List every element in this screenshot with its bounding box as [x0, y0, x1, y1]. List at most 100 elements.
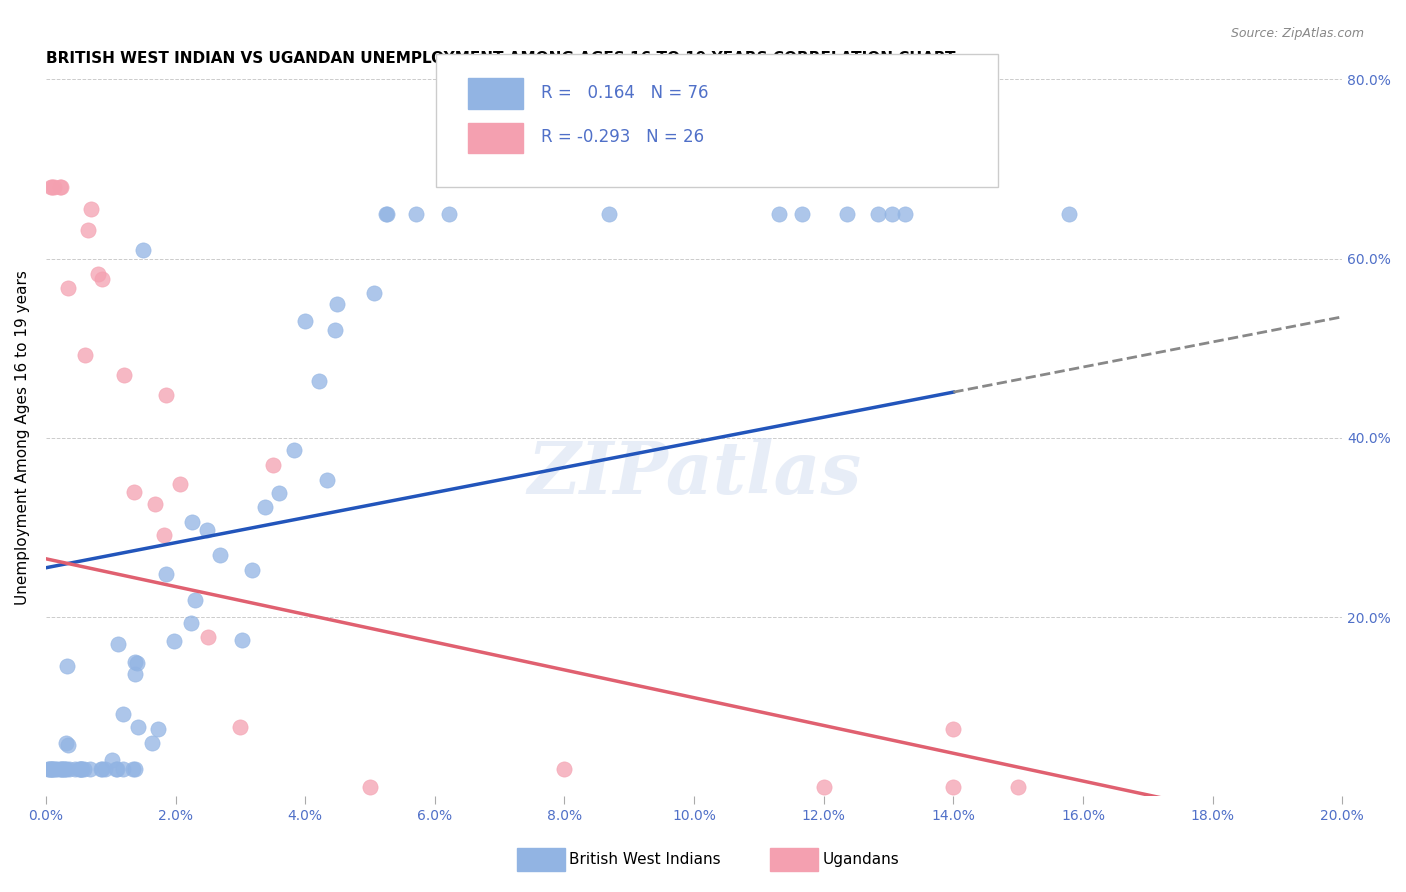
British West Indians	[63, 763, 86, 777]
British West Indians	[405, 207, 427, 221]
Ugandans	[197, 630, 219, 644]
British West Indians	[208, 548, 231, 562]
British West Indians	[835, 207, 858, 221]
Ugandans	[942, 722, 965, 736]
British West Indians	[598, 207, 620, 221]
British West Indians	[56, 659, 79, 673]
Text: British West Indians: British West Indians	[569, 853, 721, 867]
Ugandans	[56, 281, 79, 295]
British West Indians	[69, 763, 91, 777]
British West Indians	[308, 374, 330, 388]
British West Indians	[141, 736, 163, 750]
British West Indians	[67, 763, 90, 777]
Text: R = -0.293   N = 26: R = -0.293 N = 26	[541, 128, 704, 146]
British West Indians	[375, 207, 398, 221]
British West Indians	[180, 615, 202, 630]
Ugandans	[80, 202, 103, 217]
British West Indians	[124, 763, 146, 777]
British West Indians	[125, 656, 148, 670]
British West Indians	[323, 323, 346, 337]
Ugandans	[77, 223, 100, 237]
British West Indians	[163, 634, 186, 648]
British West Indians	[58, 763, 80, 777]
British West Indians	[146, 722, 169, 736]
Ugandans	[42, 180, 65, 194]
British West Indians	[45, 763, 67, 777]
British West Indians	[326, 297, 349, 311]
British West Indians	[107, 637, 129, 651]
British West Indians	[39, 763, 62, 777]
British West Indians	[73, 763, 96, 777]
British West Indians	[51, 763, 73, 777]
Ugandans	[39, 180, 62, 194]
British West Indians	[894, 207, 917, 221]
British West Indians	[124, 655, 146, 669]
British West Indians	[132, 243, 155, 257]
Ugandans	[153, 527, 176, 541]
British West Indians	[122, 763, 145, 777]
British West Indians	[253, 500, 276, 514]
Ugandans	[155, 388, 177, 402]
British West Indians	[374, 207, 396, 221]
Ugandans	[813, 780, 835, 795]
British West Indians	[37, 763, 59, 777]
British West Indians	[283, 442, 305, 457]
Ugandans	[112, 368, 135, 382]
British West Indians	[91, 763, 114, 777]
British West Indians	[184, 592, 207, 607]
British West Indians	[437, 207, 460, 221]
British West Indians	[111, 763, 134, 777]
British West Indians	[41, 763, 63, 777]
Ugandans	[359, 780, 381, 795]
British West Indians	[38, 763, 60, 777]
British West Indians	[56, 738, 79, 752]
British West Indians	[231, 633, 253, 648]
Ugandans	[87, 267, 110, 281]
British West Indians	[41, 763, 63, 777]
Ugandans	[143, 497, 166, 511]
British West Indians	[39, 763, 62, 777]
British West Indians	[880, 207, 903, 221]
British West Indians	[55, 763, 77, 777]
British West Indians	[41, 763, 63, 777]
Ugandans	[49, 180, 72, 194]
British West Indians	[55, 736, 77, 750]
British West Indians	[44, 763, 66, 777]
British West Indians	[90, 763, 112, 777]
British West Indians	[269, 486, 291, 500]
British West Indians	[155, 567, 177, 582]
Ugandans	[229, 720, 252, 734]
British West Indians	[51, 763, 73, 777]
Ugandans	[169, 477, 191, 491]
Ugandans	[1007, 780, 1029, 795]
Y-axis label: Unemployment Among Ages 16 to 19 years: Unemployment Among Ages 16 to 19 years	[15, 270, 30, 606]
British West Indians	[79, 763, 101, 777]
British West Indians	[112, 707, 135, 722]
British West Indians	[70, 763, 93, 777]
British West Indians	[124, 666, 146, 681]
British West Indians	[316, 473, 339, 487]
Ugandans	[553, 763, 575, 777]
British West Indians	[127, 720, 149, 734]
Ugandans	[75, 348, 97, 362]
British West Indians	[48, 763, 70, 777]
British West Indians	[1059, 207, 1081, 221]
British West Indians	[72, 763, 94, 777]
British West Indians	[70, 763, 93, 777]
British West Indians	[101, 753, 124, 767]
Text: BRITISH WEST INDIAN VS UGANDAN UNEMPLOYMENT AMONG AGES 16 TO 19 YEARS CORRELATIO: BRITISH WEST INDIAN VS UGANDAN UNEMPLOYM…	[46, 51, 956, 66]
British West Indians	[240, 563, 263, 577]
Text: ZIPatlas: ZIPatlas	[527, 438, 862, 509]
British West Indians	[768, 207, 790, 221]
Ugandans	[90, 272, 112, 286]
Ugandans	[122, 484, 145, 499]
Text: R =   0.164   N = 76: R = 0.164 N = 76	[541, 84, 709, 102]
British West Indians	[49, 763, 72, 777]
British West Indians	[94, 763, 117, 777]
British West Indians	[790, 207, 813, 221]
British West Indians	[363, 285, 385, 300]
British West Indians	[195, 523, 218, 537]
Ugandans	[942, 780, 965, 795]
British West Indians	[55, 763, 77, 777]
Ugandans	[262, 458, 284, 472]
